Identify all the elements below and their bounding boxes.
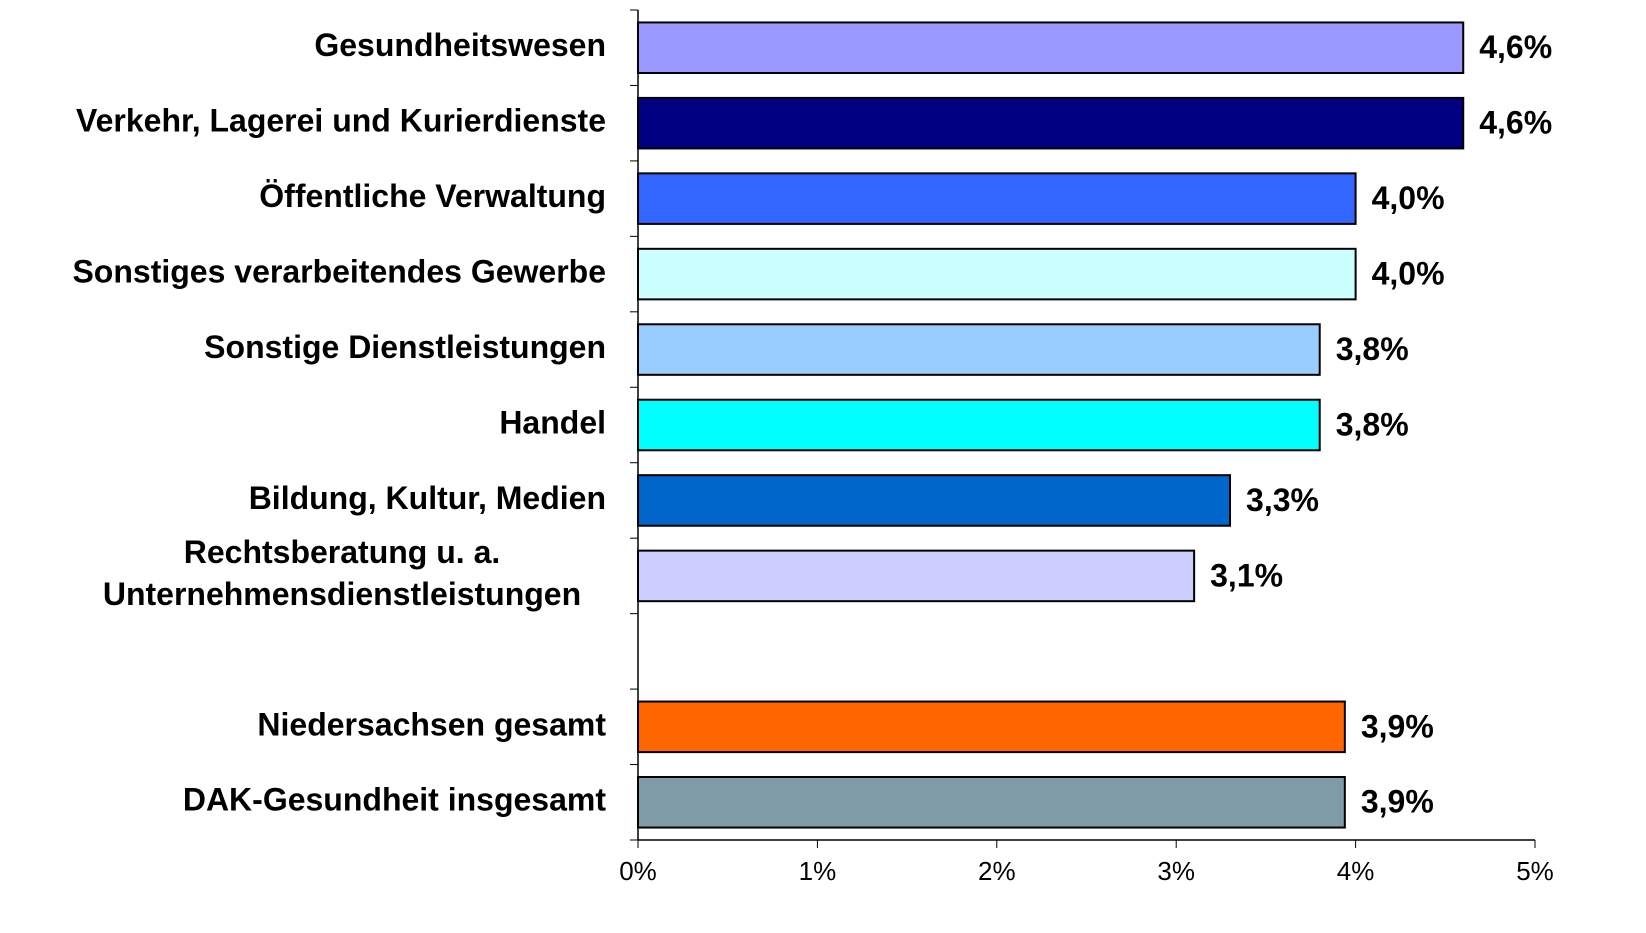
bar (637, 775, 1346, 829)
bar (637, 474, 1232, 527)
bar (637, 398, 1321, 452)
bar (637, 700, 1346, 754)
category-label: Rechtsberatung u. a. Unternehmensdienstle… (103, 534, 581, 612)
value-label: 4,0% (1372, 256, 1445, 292)
value-label: 3,3% (1246, 482, 1319, 518)
value-label: 3,8% (1336, 406, 1409, 442)
category-label: Sonstige Dienstleistungen (204, 329, 606, 365)
category-label: Bildung, Kultur, Medien (249, 480, 606, 516)
value-label: 3,9% (1361, 784, 1434, 820)
bar (637, 172, 1357, 225)
x-tick-label: 3% (1157, 856, 1195, 886)
value-label: 4,6% (1479, 29, 1552, 65)
category-label: Handel (499, 404, 606, 440)
x-tick-label: 2% (978, 856, 1016, 886)
category-label: Öffentliche Verwaltung (259, 178, 606, 214)
category-label: Verkehr, Lagerei und Kurierdienste (76, 103, 606, 139)
category-label: Niedersachsen gesamt (257, 706, 606, 742)
bar (637, 549, 1196, 603)
bar (637, 323, 1321, 376)
value-label: 4,6% (1479, 105, 1552, 141)
bar (637, 247, 1357, 301)
value-label: 4,0% (1372, 180, 1445, 216)
x-tick-label: 0% (619, 856, 657, 886)
value-label: 3,8% (1336, 331, 1409, 367)
bar (637, 96, 1465, 150)
x-tick-label: 4% (1337, 856, 1375, 886)
category-label: Sonstiges verarbeitendes Gewerbe (72, 254, 606, 290)
x-tick-label: 5% (1516, 856, 1554, 886)
bar (637, 21, 1465, 75)
x-tick-label: 1% (799, 856, 837, 886)
category-label: DAK-Gesundheit insgesamt (183, 782, 607, 818)
value-label: 3,9% (1361, 708, 1434, 744)
value-label: 3,1% (1210, 557, 1283, 593)
category-label: Gesundheitswesen (314, 27, 606, 63)
